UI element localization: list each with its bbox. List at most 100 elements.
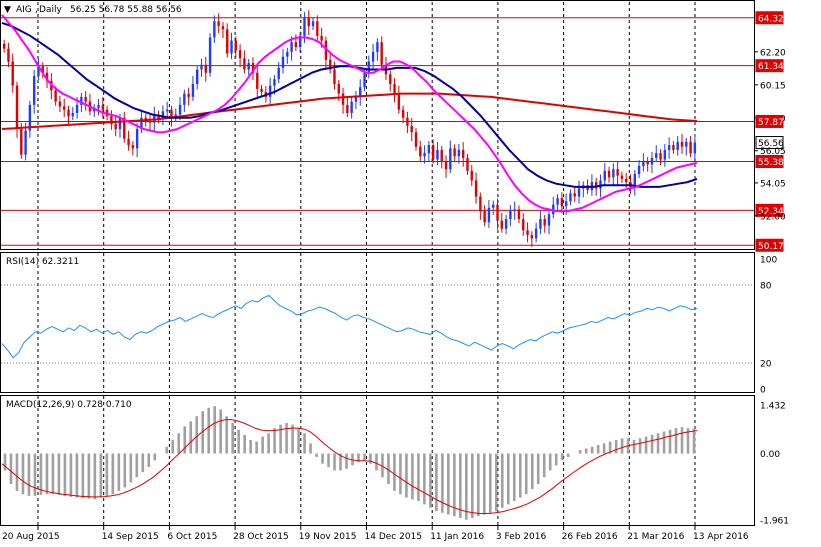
candle-body — [680, 141, 684, 147]
candle-body — [247, 63, 250, 70]
time-tick-label: 3 Feb 2016 — [496, 532, 547, 542]
macd-bar — [117, 453, 121, 491]
level-label-bg — [755, 114, 784, 128]
macd-bar — [483, 453, 486, 515]
macd-bar — [21, 453, 25, 495]
candle-body — [11, 61, 14, 86]
current-price-label: 56.56 — [758, 139, 784, 149]
macd-bar — [512, 453, 516, 501]
macd-bar — [632, 439, 636, 454]
candle-body — [693, 142, 697, 154]
candle-body — [178, 104, 182, 115]
macd-bar — [69, 453, 73, 497]
candle-body — [414, 132, 418, 147]
menu-arrow-icon[interactable]: ▼ — [4, 5, 11, 15]
macd-series — [1, 406, 698, 520]
level-price-label: 57.87 — [758, 118, 784, 128]
level-price-label: 64.32 — [758, 14, 784, 24]
candle-body — [483, 211, 486, 223]
candle-body — [633, 174, 636, 187]
candle-body — [200, 64, 203, 70]
level-price-label: 52.34 — [758, 207, 784, 217]
candle-body — [620, 175, 624, 179]
candle-body — [127, 138, 130, 146]
candle-body — [594, 182, 598, 189]
macd-bar — [560, 453, 564, 461]
macd-bar — [680, 427, 684, 454]
macd-bar — [578, 450, 582, 454]
macd-bar — [321, 453, 324, 464]
candle-body — [474, 180, 478, 197]
macd-bar — [441, 453, 444, 513]
macd-bar — [351, 453, 354, 466]
candle-body — [187, 93, 190, 97]
macd-bar — [99, 453, 103, 498]
candle-body — [37, 66, 40, 76]
macd-bar — [656, 433, 660, 454]
candle-body — [148, 120, 152, 123]
time-tick-label: 14 Dec 2015 — [365, 532, 423, 542]
macd-bar — [650, 434, 654, 454]
candle-body — [303, 18, 306, 36]
macd-bar — [686, 428, 690, 454]
macd-bar — [327, 453, 330, 468]
candle-body — [436, 149, 439, 160]
level-label-bg — [755, 203, 784, 217]
candle-body — [500, 220, 503, 229]
candle-body — [637, 166, 641, 175]
candle-body — [298, 35, 302, 48]
macd-bar — [39, 453, 43, 495]
candle-body — [547, 214, 551, 226]
candle-body — [367, 61, 371, 73]
macd-bar — [500, 453, 504, 508]
candle-body — [603, 170, 606, 181]
candle-body — [20, 129, 23, 155]
macd-bar — [369, 453, 372, 464]
candle-body — [230, 40, 233, 54]
rsi-line — [1, 294, 698, 359]
time-axis-labels: 20 Aug 2015 14 Sep 2015 6 Oct 2015 28 Oct 2… — [2, 526, 749, 542]
candle-body — [333, 69, 336, 84]
time-tick-label: 20 Aug 2015 — [2, 532, 60, 542]
candle-body — [556, 198, 559, 205]
chart-ohlc: 56.25 56.78 55.88 56.56 — [70, 5, 182, 15]
candle-body — [217, 21, 220, 27]
rsi-tick-label: 100 — [760, 256, 777, 266]
chart-symbol: AIG — [16, 5, 32, 15]
macd-bar — [207, 407, 211, 454]
candle-body — [256, 72, 259, 89]
macd-bar — [518, 453, 522, 498]
price-tick-label: 62.20 — [760, 48, 786, 58]
candle-body — [337, 84, 340, 94]
macd-bar — [459, 453, 462, 518]
candle-body — [307, 18, 310, 27]
candle-body — [655, 153, 658, 158]
candle-body — [363, 72, 366, 88]
candle-body — [80, 96, 83, 105]
level-label-bg — [755, 154, 784, 168]
candle-body — [84, 96, 87, 102]
candle-body — [646, 161, 649, 165]
candle-body — [311, 21, 315, 27]
rsi-pane-frame — [0, 252, 755, 393]
candle-body — [461, 149, 465, 158]
candle-body — [346, 104, 349, 113]
candle-body — [243, 58, 246, 70]
macd-bar — [237, 429, 240, 454]
macd-bar — [357, 453, 360, 463]
time-tick-label: 26 Feb 2016 — [562, 532, 618, 542]
macd-bar — [524, 453, 528, 495]
candle-body — [277, 67, 280, 80]
macd-bar — [393, 453, 396, 491]
macd-bar — [381, 453, 384, 478]
macd-bar — [27, 453, 31, 496]
macd-bar — [536, 453, 540, 485]
candle-body — [204, 64, 207, 73]
macd-bar — [638, 438, 642, 454]
macd-bar — [273, 428, 276, 454]
macd-bar — [399, 453, 402, 495]
candle-body — [165, 109, 169, 112]
candle-body — [226, 29, 229, 54]
